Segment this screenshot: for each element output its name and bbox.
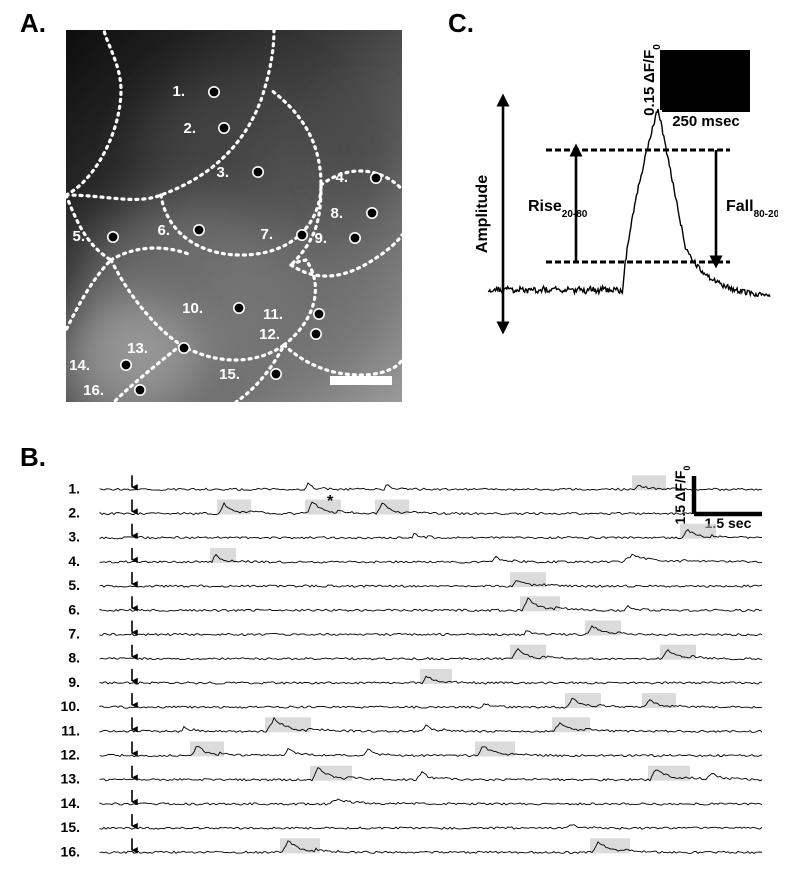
- fluorescence-trace: [100, 581, 762, 588]
- trace-label: 14.: [61, 795, 80, 811]
- panel-C-waveform: Amplitude Rise20-80 Fall80-20 0.15 ΔF/F0 250…: [448, 30, 778, 380]
- roi-label: 16.: [83, 382, 104, 399]
- fluorescence-trace: [100, 825, 762, 830]
- trace-label: 9.: [68, 674, 80, 690]
- trace-label: 11.: [61, 722, 80, 738]
- roi-marker: [367, 208, 377, 218]
- roi-marker: [314, 309, 324, 319]
- trace-label: 7.: [68, 626, 80, 642]
- trace-label: 10.: [61, 698, 80, 714]
- roi-label: 7.: [260, 226, 273, 243]
- fluorescence-trace: [100, 598, 762, 611]
- roi-marker: [371, 173, 381, 183]
- event-highlight: [305, 500, 341, 515]
- trace-label: 12.: [61, 747, 80, 763]
- trace-label: 6.: [68, 601, 80, 617]
- fluorescence-trace: [100, 554, 762, 563]
- trace-label: 4.: [68, 553, 80, 569]
- trace-label: 2.: [68, 505, 80, 521]
- panel-A-label: A.: [20, 8, 46, 39]
- trace-label: 8.: [68, 650, 80, 666]
- scale-bar: [330, 376, 392, 385]
- event-highlight: [565, 693, 601, 708]
- roi-label: 9.: [314, 230, 327, 247]
- roi-marker: [253, 167, 263, 177]
- roi-marker: [234, 303, 244, 313]
- roi-label: 5.: [72, 228, 85, 245]
- roi-label: 12.: [259, 326, 280, 343]
- roi-marker: [121, 360, 131, 370]
- trace-label: 3.: [68, 529, 80, 545]
- trace-label: 15.: [61, 819, 80, 835]
- trace-label: 5.: [68, 577, 80, 593]
- roi-marker: [194, 225, 204, 235]
- fluorescence-trace: [100, 718, 762, 733]
- roi-marker: [271, 369, 281, 379]
- roi-marker: [108, 232, 118, 242]
- roi-marker: [350, 233, 360, 243]
- panel-B-traces: 1.5 ΔF/F01.5 sec1.2.3.4.5.6.7.8.9.10.11.…: [22, 454, 778, 868]
- roi-label: 6.: [157, 222, 170, 239]
- fluorescence-trace: [100, 799, 762, 805]
- roi-label: 3.: [216, 164, 229, 181]
- roi-label: 2.: [183, 120, 196, 137]
- scalebar-x-label: 250 msec: [672, 113, 740, 130]
- trace-label: 1.: [68, 480, 80, 496]
- roi-marker: [135, 385, 145, 395]
- event-highlight: [648, 766, 690, 781]
- roi-label: 11.: [263, 306, 283, 323]
- amplitude-label: Amplitude: [474, 175, 491, 253]
- fluorescence-trace: [100, 530, 762, 539]
- fluorescence-trace: [100, 502, 762, 514]
- roi-label: 1.: [172, 83, 185, 100]
- fall-label: Fall80-20: [726, 198, 778, 220]
- roi-marker: [179, 343, 189, 353]
- trace-label: 13.: [61, 771, 80, 787]
- trace-label: 16.: [61, 843, 80, 859]
- fluorescence-trace: [100, 626, 762, 636]
- roi-marker: [219, 123, 229, 133]
- roi-label: 8.: [330, 205, 343, 222]
- rise-label: Rise20-80: [528, 198, 588, 220]
- roi-marker: [209, 87, 219, 97]
- traces-scalebar-y-label: 1.5 ΔF/F0: [672, 466, 692, 525]
- panel-A-micrograph: 1. 2. 3. 4. 5. 6. 7. 8.9. 10. 11. 12. 13. 14. 15. 16.: [66, 30, 402, 402]
- event-highlight: [632, 475, 666, 490]
- figure-root: A. B. C. 1.2.3.4.5.6.7.8.9.10.11.12.13.1…: [0, 0, 800, 878]
- roi-label: 4.: [335, 169, 348, 186]
- asterisk-marker: *: [327, 493, 334, 510]
- fluorescence-trace: [100, 841, 762, 854]
- scalebar-y-label: 0.15 ΔF/F0: [641, 44, 663, 116]
- roi-label: 14.: [69, 357, 90, 374]
- roi-label: 13.: [127, 340, 148, 357]
- roi-marker: [297, 230, 307, 240]
- roi-label: 15.: [219, 366, 240, 383]
- roi-marker: [311, 329, 321, 339]
- roi-label: 10.: [182, 300, 203, 317]
